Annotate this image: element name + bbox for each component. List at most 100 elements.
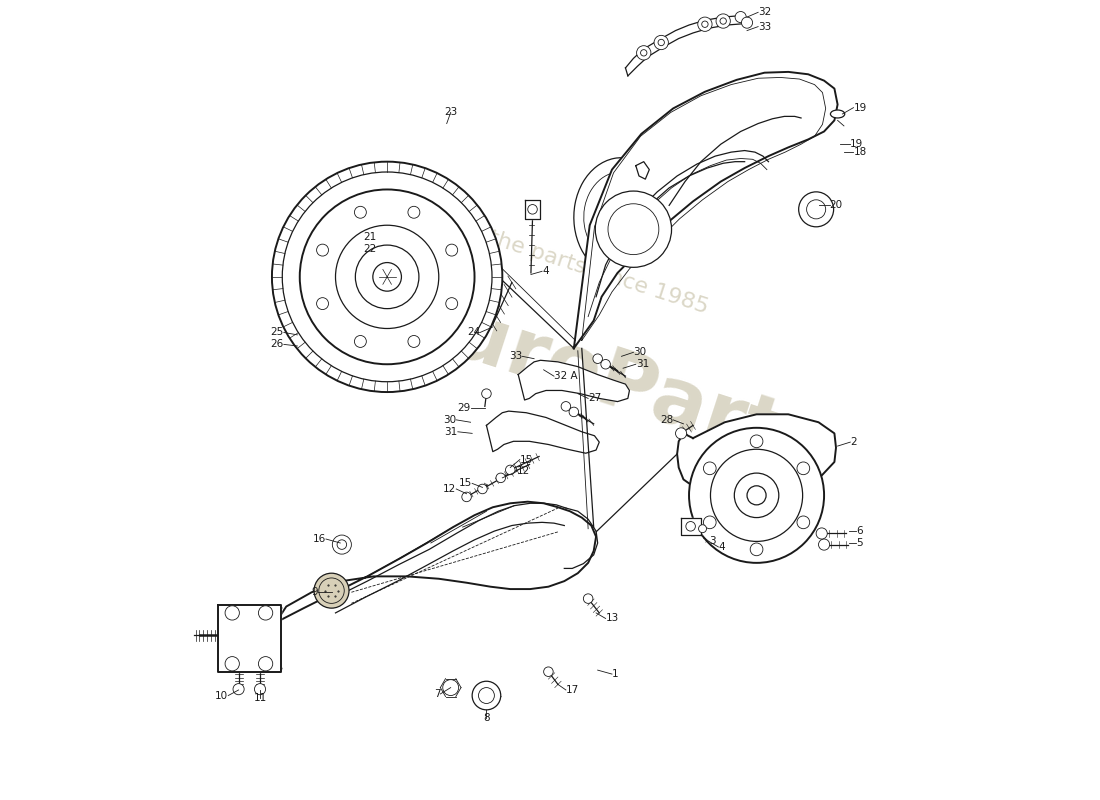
Circle shape [496, 473, 506, 482]
Circle shape [528, 205, 537, 214]
Text: 32 A: 32 A [554, 371, 578, 381]
Circle shape [658, 39, 664, 46]
Polygon shape [636, 162, 649, 179]
Circle shape [593, 354, 603, 363]
Text: 33: 33 [509, 351, 522, 362]
Text: 13: 13 [606, 614, 619, 623]
Circle shape [640, 50, 647, 56]
Text: 31: 31 [444, 426, 458, 437]
Text: 32: 32 [758, 7, 771, 18]
Circle shape [442, 680, 459, 695]
Circle shape [226, 606, 240, 620]
Circle shape [254, 684, 265, 694]
Text: euroParts: euroParts [390, 278, 837, 490]
Circle shape [317, 298, 329, 310]
Circle shape [272, 162, 503, 392]
Text: 25: 25 [271, 327, 284, 338]
Text: 12: 12 [443, 484, 456, 494]
Circle shape [735, 11, 746, 22]
Circle shape [601, 359, 610, 369]
Circle shape [373, 262, 402, 291]
Circle shape [355, 245, 419, 309]
Circle shape [233, 684, 244, 694]
Text: 21: 21 [364, 232, 377, 242]
Circle shape [258, 657, 273, 671]
Text: 8: 8 [483, 713, 490, 722]
Circle shape [569, 407, 579, 417]
Polygon shape [218, 605, 282, 672]
Circle shape [446, 298, 458, 310]
Text: 20: 20 [829, 200, 843, 210]
Text: 17: 17 [565, 685, 579, 695]
Circle shape [319, 578, 344, 603]
Polygon shape [574, 72, 837, 348]
Text: a part of the parts since 1985: a part of the parts since 1985 [389, 196, 711, 318]
Circle shape [354, 335, 366, 347]
Circle shape [543, 667, 553, 677]
Circle shape [799, 192, 834, 227]
Circle shape [336, 226, 439, 329]
Circle shape [686, 522, 695, 531]
Circle shape [702, 21, 708, 27]
Text: 6: 6 [856, 526, 862, 536]
Text: 10: 10 [216, 690, 229, 701]
Text: 23: 23 [444, 107, 458, 118]
Circle shape [408, 206, 420, 218]
Circle shape [477, 484, 487, 494]
Text: 27: 27 [588, 394, 602, 403]
Circle shape [697, 17, 712, 31]
Circle shape [806, 200, 826, 219]
Circle shape [332, 535, 351, 554]
Circle shape [750, 435, 763, 448]
Circle shape [299, 190, 474, 364]
Circle shape [583, 594, 593, 603]
Text: 3: 3 [708, 537, 715, 546]
Circle shape [689, 428, 824, 563]
Circle shape [720, 18, 726, 24]
Text: 18: 18 [854, 147, 867, 157]
Text: 26: 26 [271, 339, 284, 350]
Circle shape [698, 525, 706, 533]
Text: 4: 4 [718, 542, 725, 552]
Circle shape [711, 450, 803, 542]
Circle shape [798, 516, 810, 529]
Polygon shape [518, 360, 629, 402]
Text: 30: 30 [634, 347, 647, 358]
Circle shape [472, 682, 500, 710]
Circle shape [506, 465, 515, 474]
Text: 30: 30 [443, 415, 456, 425]
Circle shape [750, 543, 763, 556]
Circle shape [703, 462, 716, 474]
Polygon shape [525, 200, 540, 219]
Text: 31: 31 [636, 359, 649, 370]
Polygon shape [486, 411, 600, 454]
Circle shape [716, 14, 730, 28]
Text: 15: 15 [459, 478, 472, 489]
Text: 29: 29 [458, 403, 471, 413]
Circle shape [818, 539, 829, 550]
Circle shape [735, 473, 779, 518]
Circle shape [747, 486, 766, 505]
Circle shape [741, 17, 752, 28]
Polygon shape [681, 518, 701, 535]
Text: 28: 28 [660, 415, 673, 425]
Text: 4: 4 [542, 266, 549, 276]
Circle shape [595, 191, 672, 267]
Text: 7: 7 [433, 689, 440, 699]
Circle shape [637, 46, 651, 60]
Circle shape [703, 516, 716, 529]
Circle shape [478, 687, 494, 703]
Circle shape [283, 172, 492, 382]
Circle shape [482, 389, 492, 398]
Circle shape [446, 244, 458, 256]
Circle shape [798, 462, 810, 474]
Text: 2: 2 [850, 437, 857, 447]
Text: 22: 22 [364, 244, 377, 254]
Text: 15: 15 [520, 454, 534, 465]
Circle shape [816, 528, 827, 539]
Text: 33: 33 [758, 22, 771, 32]
Circle shape [408, 335, 420, 347]
Polygon shape [276, 502, 596, 622]
Text: 1: 1 [612, 669, 618, 679]
Circle shape [315, 573, 349, 608]
